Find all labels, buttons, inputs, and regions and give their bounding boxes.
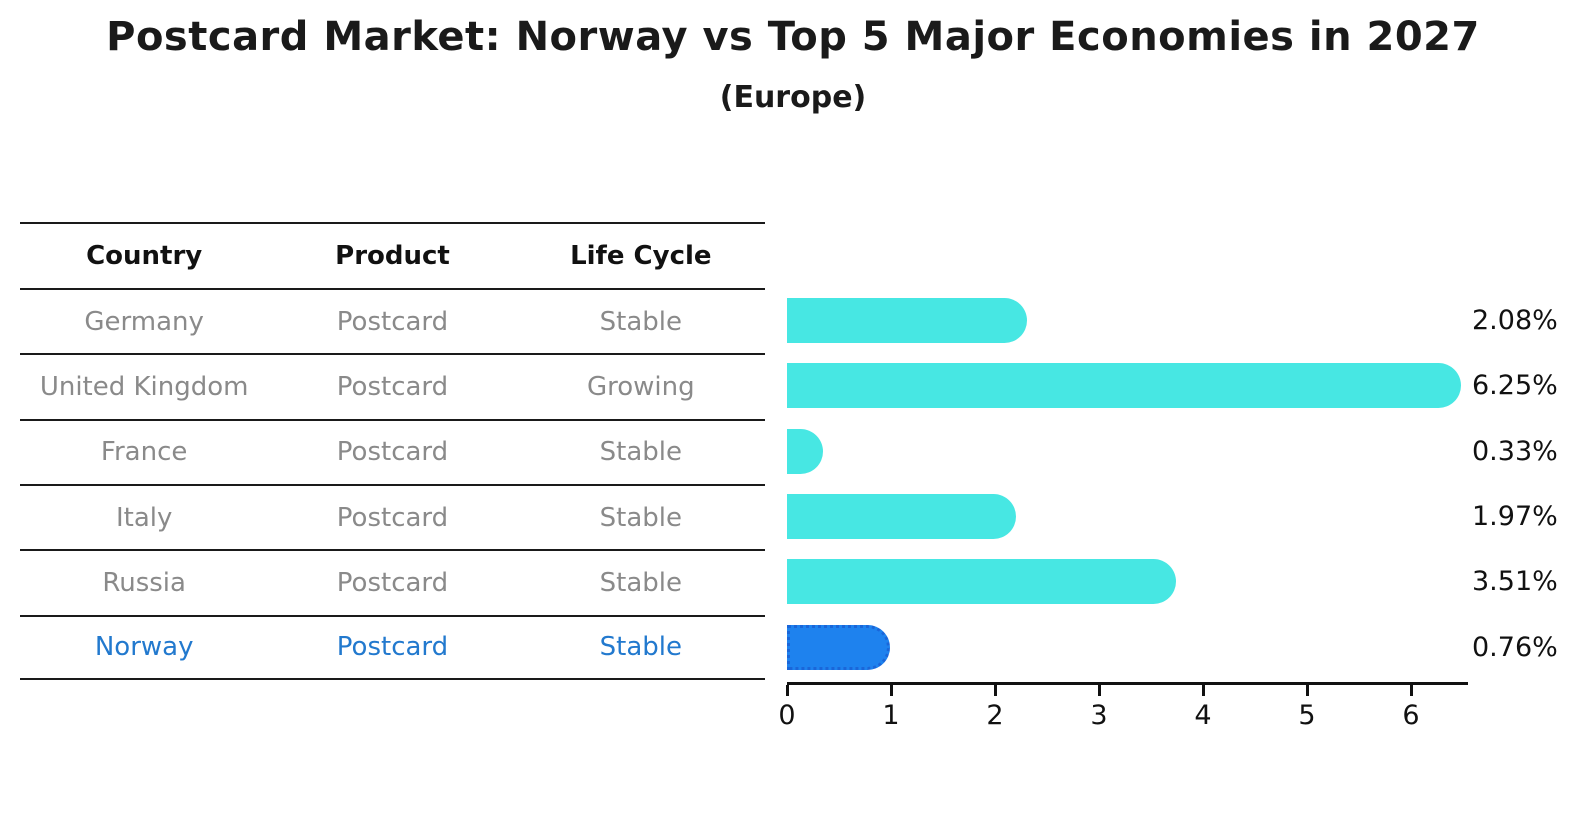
value-label-row: 1.97% [1472, 484, 1586, 549]
cell-life-cycle: Stable [599, 502, 682, 533]
x-axis-tick [786, 685, 789, 696]
cell-product: Postcard [336, 437, 449, 468]
x-axis-tick-label: 6 [1402, 700, 1420, 731]
x-axis-tick-label: 2 [986, 700, 1004, 731]
cell-product: Postcard [336, 567, 449, 598]
x-axis-tick [1202, 685, 1205, 696]
value-label-row: 2.08% [1472, 288, 1586, 353]
bar-france [787, 428, 824, 474]
x-axis-tick [1306, 685, 1309, 696]
cell-country: United Kingdom [39, 371, 249, 402]
value-label-row: 6.25% [1472, 353, 1586, 418]
cell-product: Postcard [336, 632, 449, 663]
table-row: United Kingdom Postcard Growing [20, 353, 765, 418]
value-label: 2.08% [1472, 305, 1558, 337]
cell-life-cycle: Growing [586, 371, 695, 402]
table-row: Germany Postcard Stable [20, 288, 765, 353]
cell-life-cycle: Stable [599, 437, 682, 468]
bar-row [787, 549, 1468, 614]
x-axis-tick-label: 3 [1090, 700, 1108, 731]
value-label-row: 3.51% [1472, 549, 1586, 614]
cell-life-cycle: Stable [599, 567, 682, 598]
column-header-country: Country [86, 241, 203, 271]
x-axis-tick [890, 685, 893, 696]
column-header-life-cycle: Life Cycle [570, 241, 712, 271]
bar-row [787, 353, 1468, 418]
bar-row [787, 484, 1468, 549]
cell-country: Italy [115, 502, 173, 533]
bar-russia [787, 559, 1177, 605]
cell-country: Russia [102, 567, 186, 598]
chart-title: Postcard Market: Norway vs Top 5 Major E… [106, 14, 1480, 60]
chart-subtitle: (Europe) [719, 80, 867, 115]
bar-norway-highlighted [787, 624, 891, 670]
table-row: Italy Postcard Stable [20, 483, 765, 549]
country-table: Country Product Life Cycle Germany Postca… [20, 222, 765, 680]
x-axis-line [787, 682, 1468, 685]
value-label-row: 0.33% [1472, 419, 1586, 484]
cell-life-cycle: Stable [599, 306, 682, 337]
x-axis-tick [1410, 685, 1413, 696]
bar-italy [787, 493, 1016, 539]
bar-germany [787, 298, 1028, 343]
table-row: Russia Postcard Stable [20, 549, 765, 614]
value-label-row: 0.76% [1472, 615, 1586, 680]
value-label: 6.25% [1472, 370, 1558, 402]
bar-row [787, 288, 1468, 353]
value-label: 0.76% [1472, 631, 1558, 663]
x-axis-tick-label: 4 [1194, 700, 1212, 731]
value-label: 0.33% [1472, 435, 1558, 467]
cell-product: Postcard [336, 502, 449, 533]
x-axis-tick-label: 5 [1298, 700, 1316, 731]
cell-life-cycle: Stable [599, 632, 682, 663]
cell-product: Postcard [336, 371, 449, 402]
x-axis-tick [1098, 685, 1101, 696]
cell-product: Postcard [336, 306, 449, 337]
bar-united-kingdom [787, 363, 1461, 409]
value-label: 3.51% [1472, 566, 1558, 598]
bar-row [787, 615, 1468, 680]
table-header-row: Country Product Life Cycle [20, 222, 765, 288]
x-axis-tick-label: 0 [778, 700, 796, 731]
column-header-product: Product [335, 241, 450, 271]
bar-row [787, 419, 1468, 484]
table-row: Norway Postcard Stable [20, 614, 765, 680]
bar-plot-area [787, 288, 1468, 680]
value-label: 1.97% [1472, 501, 1558, 533]
cell-country: Germany [84, 306, 204, 337]
x-axis-tick [994, 685, 997, 696]
value-label-column: 2.08% 6.25% 0.33% 1.97% 3.51% 0.76% [1472, 288, 1586, 680]
table-row: France Postcard Stable [20, 418, 765, 484]
cell-country: Norway [94, 632, 194, 663]
x-axis-tick-label: 1 [882, 700, 900, 731]
cell-country: France [100, 437, 188, 468]
